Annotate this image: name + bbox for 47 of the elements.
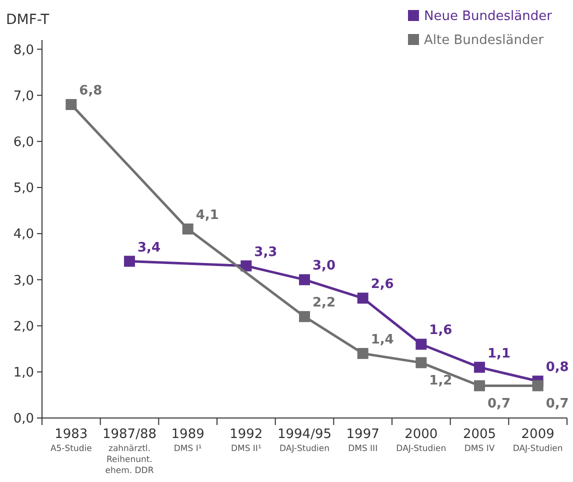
y-axis-title: DMF-T (6, 12, 50, 28)
point (416, 357, 427, 368)
data-label: 2,2 (312, 296, 336, 311)
data-label: 6,8 (79, 84, 102, 99)
y-tick-label: 5,0 (13, 181, 34, 196)
y-tick-label: 2,0 (13, 319, 34, 334)
y-tick-label: 3,0 (13, 273, 34, 288)
x-tick-label: 1983 A5-Studie (50, 427, 92, 454)
y-tick-label: 6,0 (13, 134, 34, 150)
x-tick-label: 2005 DMS IV (462, 427, 496, 454)
point (416, 338, 427, 350)
x-tick-label: 1997 DMS III (346, 427, 380, 454)
point (357, 292, 368, 304)
y-tick-label: 8,0 (13, 42, 34, 58)
x-tick-label: 1987/88 zahnärztl. Reihenunt. ehem. DDR (102, 427, 157, 476)
point (124, 256, 135, 267)
data-label: 1,6 (429, 323, 452, 338)
data-label: 1,4 (370, 332, 394, 348)
point (66, 99, 77, 110)
data-label: 3,4 (138, 240, 161, 256)
point (182, 224, 194, 234)
y-tick-label: 0,0 (13, 412, 34, 427)
data-label: 0,8 (546, 360, 569, 376)
x-tick-label: 2000 DAJ-Studien (396, 427, 446, 454)
legend-label: Alte Bundesländer (424, 33, 544, 48)
data-label: 1,1 (488, 346, 511, 362)
data-label: 2,6 (370, 277, 394, 292)
point (299, 311, 310, 322)
point (532, 380, 544, 392)
data-label: 0,7 (488, 396, 511, 412)
point (474, 362, 485, 373)
point (299, 274, 310, 286)
data-label: 4,1 (196, 208, 219, 223)
legend-label: Neue Bundesländer (424, 9, 553, 24)
y-tick-label: 7,0 (13, 88, 34, 104)
point (474, 380, 485, 392)
y-tick-label: 4,0 (13, 227, 34, 242)
x-tick-label: 1989 DMS I¹ (171, 427, 204, 454)
y-tick-label: 1,0 (13, 365, 34, 380)
x-tick-label: 1992 DMS II¹ (230, 427, 263, 454)
x-tick-label: 1994/95 DAJ-Studien (277, 427, 332, 454)
data-label: 0,7 (546, 396, 569, 412)
data-label: 3,0 (312, 258, 336, 274)
data-label: 1,2 (429, 374, 452, 389)
x-tick-label: 2009 DAJ-Studien (512, 427, 563, 454)
point (357, 348, 368, 359)
data-label: 3,3 (254, 244, 278, 260)
